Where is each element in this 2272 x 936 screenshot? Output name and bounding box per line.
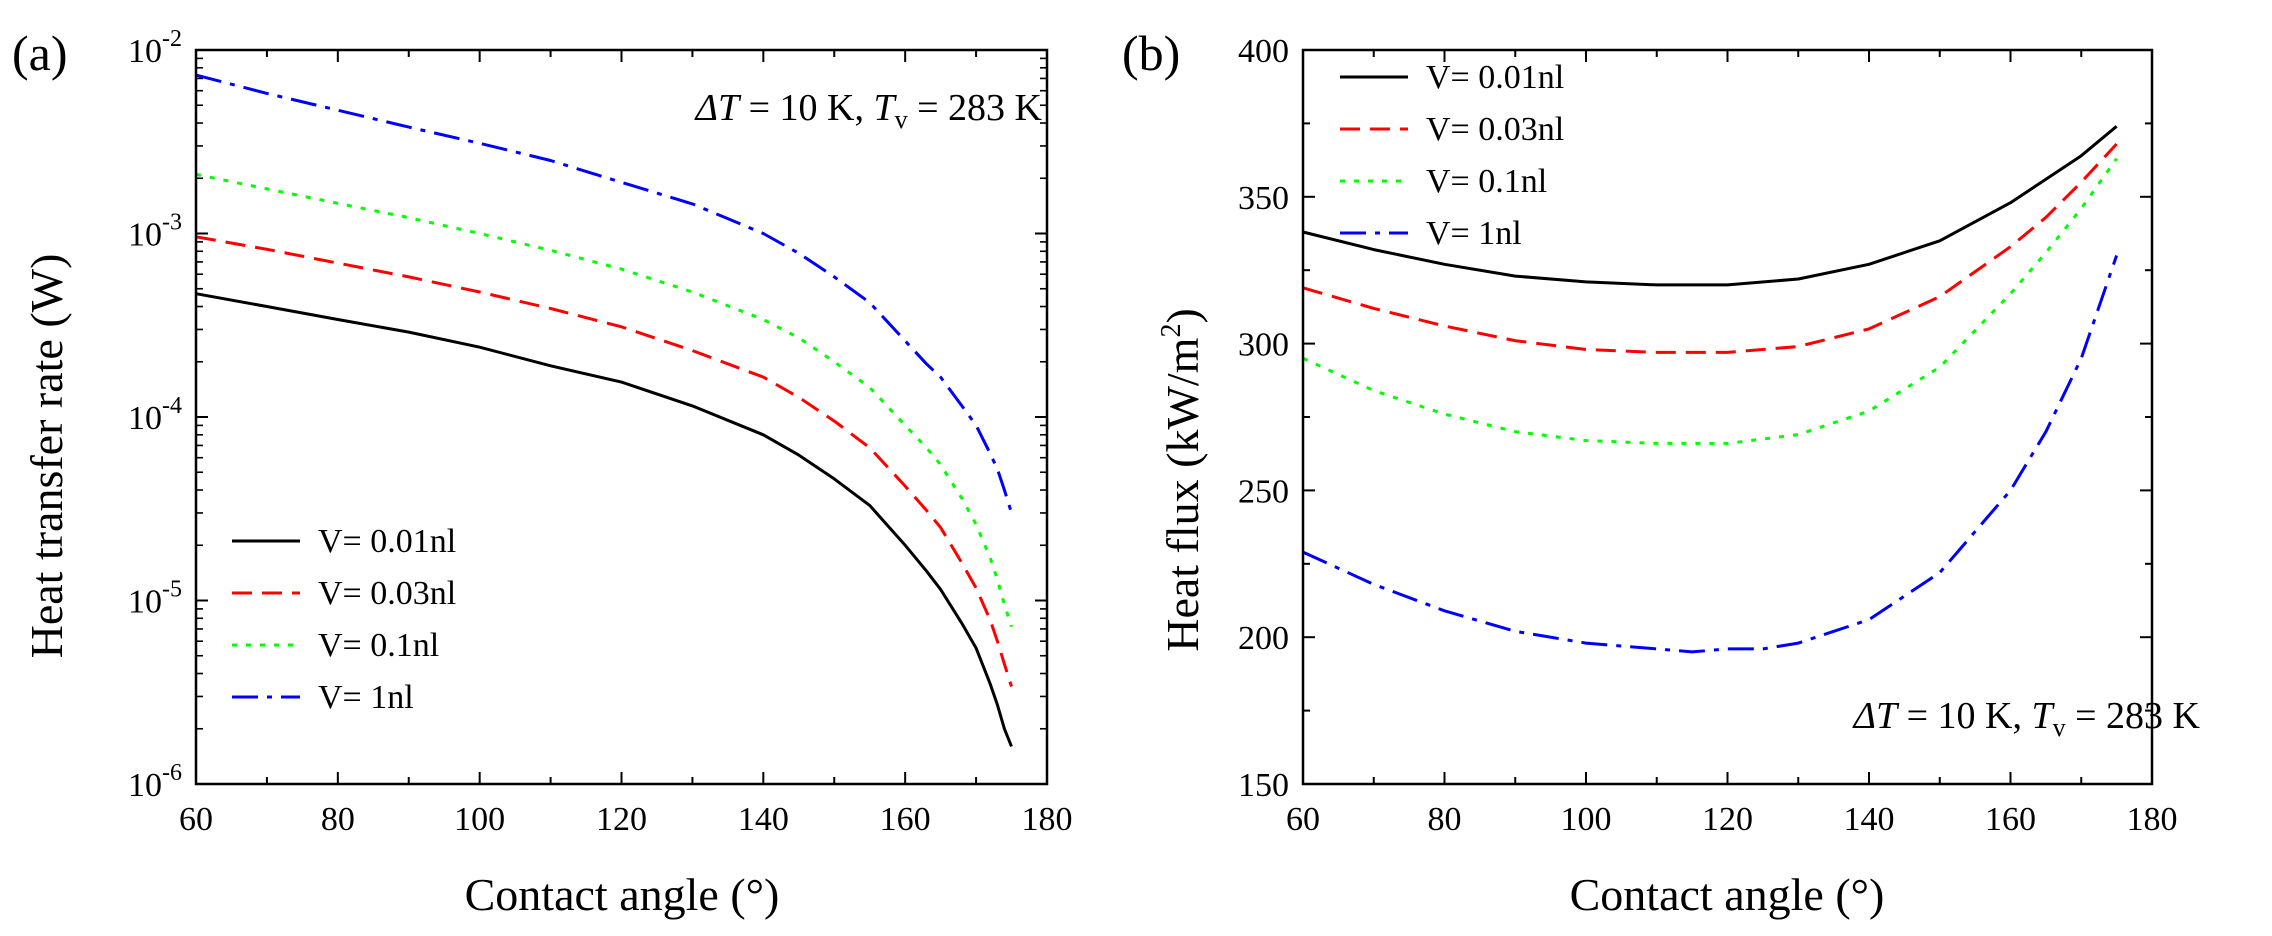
panel-b-annotation-Tv-sub: v bbox=[2053, 713, 2066, 742]
series-line-v-0-01nl bbox=[195, 292, 1013, 748]
legend-label: V= 1nl bbox=[318, 679, 414, 716]
x-tick-label: 160 bbox=[880, 801, 931, 838]
y-tick-exponent: -2 bbox=[162, 26, 182, 52]
x-tick-label: 100 bbox=[454, 801, 505, 838]
y-tick-base: 10 bbox=[128, 584, 162, 621]
y-tick-label: 300 bbox=[1238, 327, 1289, 364]
series-line-v-0-03nl bbox=[195, 235, 1013, 687]
series-line-v-1nl bbox=[195, 73, 1013, 514]
y-tick-exponent: -3 bbox=[162, 210, 182, 236]
panel-b-annotation: ΔT = 10 K, Tv = 283 K bbox=[1852, 695, 2201, 742]
panel-b-annotation-Tv: T bbox=[2031, 695, 2055, 737]
series-line-v-1nl bbox=[1302, 255, 2119, 654]
panel-b-y-axis-title-main: Heat flux (kW/m bbox=[1157, 337, 1208, 651]
y-tick-label: 250 bbox=[1238, 473, 1289, 510]
y-tick-base: 10 bbox=[128, 33, 162, 70]
panel-a-label: (a) bbox=[12, 25, 68, 81]
y-tick-label: 350 bbox=[1238, 180, 1289, 217]
panel-b-heat-flux: (b) 60 80 100 120 140 160 180 150 200 250 300 350 40… bbox=[1122, 25, 2201, 920]
panel-a-plot-frame bbox=[194, 48, 1049, 786]
x-tick-label: 140 bbox=[738, 801, 789, 838]
y-tick-base: 10 bbox=[128, 217, 162, 254]
series-line-v-0-01nl bbox=[1302, 125, 2118, 287]
panel-a-annotation-Tv-value: = 283 K bbox=[908, 87, 1043, 129]
legend-label: V= 0.03nl bbox=[1426, 111, 1564, 148]
legend-label: V= 0.01nl bbox=[318, 523, 456, 560]
x-tick-label: 160 bbox=[1985, 801, 2036, 838]
panel-a-annotation-Tv-sub: v bbox=[895, 105, 908, 134]
y-tick-base: 10 bbox=[128, 767, 162, 804]
y-tick-label: 10-3 bbox=[128, 210, 182, 254]
y-tick-label: 10-4 bbox=[128, 393, 182, 437]
panel-b-y-axis-title-sup: 2 bbox=[1156, 324, 1187, 338]
panel-b-legend: V= 0.01nl V= 0.03nl V= 0.1nl V= 1nl bbox=[1340, 59, 1564, 252]
panel-a-x-axis-title: Contact angle (°) bbox=[465, 869, 780, 920]
y-tick-label: 400 bbox=[1238, 33, 1289, 70]
panel-a-annotation-Tv: T bbox=[873, 87, 897, 129]
panel-b-annotation-dT-value: = 10 K, bbox=[1897, 695, 2031, 737]
x-tick-label: 180 bbox=[1022, 801, 1073, 838]
panel-a-annotation-dT-value: = 10 K, bbox=[739, 87, 873, 129]
series-line-v-0-1nl bbox=[195, 172, 1013, 628]
x-tick-label: 60 bbox=[1286, 801, 1320, 838]
x-tick-label: 180 bbox=[2127, 801, 2178, 838]
x-tick-label: 120 bbox=[596, 801, 647, 838]
x-tick-label: 140 bbox=[1844, 801, 1895, 838]
panel-a-series bbox=[195, 73, 1013, 748]
panel-b-ticks bbox=[1302, 49, 2153, 785]
panel-b-y-axis-title-end: ) bbox=[1157, 308, 1208, 323]
x-tick-label: 80 bbox=[321, 801, 355, 838]
legend-label: V= 0.03nl bbox=[318, 575, 456, 612]
y-tick-label: 150 bbox=[1238, 767, 1289, 804]
y-tick-exponent: -6 bbox=[162, 760, 182, 786]
panel-b-annotation-dT: ΔT bbox=[1852, 695, 1900, 737]
panel-a-y-axis-title: Heat transfer rate (W) bbox=[21, 254, 72, 659]
panel-b-x-axis-title: Contact angle (°) bbox=[1570, 869, 1885, 920]
x-tick-label: 80 bbox=[1428, 801, 1462, 838]
panel-b-annotation-Tv-value: = 283 K bbox=[2066, 695, 2201, 737]
panel-a-legend: V= 0.01nl V= 0.03nl V= 0.1nl V= 1nl bbox=[232, 523, 456, 716]
panel-a-heat-transfer-rate: (a) 60 80 100 120 140 160 18010-610-510-410-31… bbox=[12, 25, 1073, 920]
panel-a-annotation: ΔT = 10 K, Tv = 283 K bbox=[694, 87, 1043, 134]
x-tick-label: 100 bbox=[1561, 801, 1612, 838]
y-tick-label: 10-2 bbox=[128, 26, 182, 70]
panel-b-series bbox=[1302, 125, 2119, 654]
panel-b-label: (b) bbox=[1122, 25, 1180, 81]
legend-label: V= 1nl bbox=[1426, 215, 1522, 252]
series-line-v-0-1nl bbox=[1302, 157, 2118, 445]
y-tick-base: 10 bbox=[128, 400, 162, 437]
y-tick-label: 10-5 bbox=[128, 577, 182, 621]
x-tick-label: 60 bbox=[179, 801, 213, 838]
panel-a-ticks bbox=[195, 49, 1048, 785]
panel-b-tick-labels: 60 80 100 120 140 160 180 150 200 250 300 350 400 bbox=[1238, 33, 2178, 838]
panel-a-annotation-dT: ΔT bbox=[694, 87, 742, 129]
legend-label: V= 0.1nl bbox=[318, 627, 439, 664]
legend-label: V= 0.1nl bbox=[1426, 163, 1547, 200]
y-tick-exponent: -4 bbox=[162, 393, 182, 419]
series-line-v-0-03nl bbox=[1302, 142, 2118, 354]
y-tick-label: 200 bbox=[1238, 620, 1289, 657]
x-tick-label: 120 bbox=[1702, 801, 1753, 838]
y-tick-label: 10-6 bbox=[128, 760, 182, 804]
panel-b-plot-frame bbox=[1301, 48, 2154, 786]
panel-b-y-axis-title: Heat flux (kW/m2) bbox=[1156, 308, 1208, 652]
legend-label: V= 0.01nl bbox=[1426, 59, 1564, 96]
y-tick-exponent: -5 bbox=[162, 577, 182, 603]
